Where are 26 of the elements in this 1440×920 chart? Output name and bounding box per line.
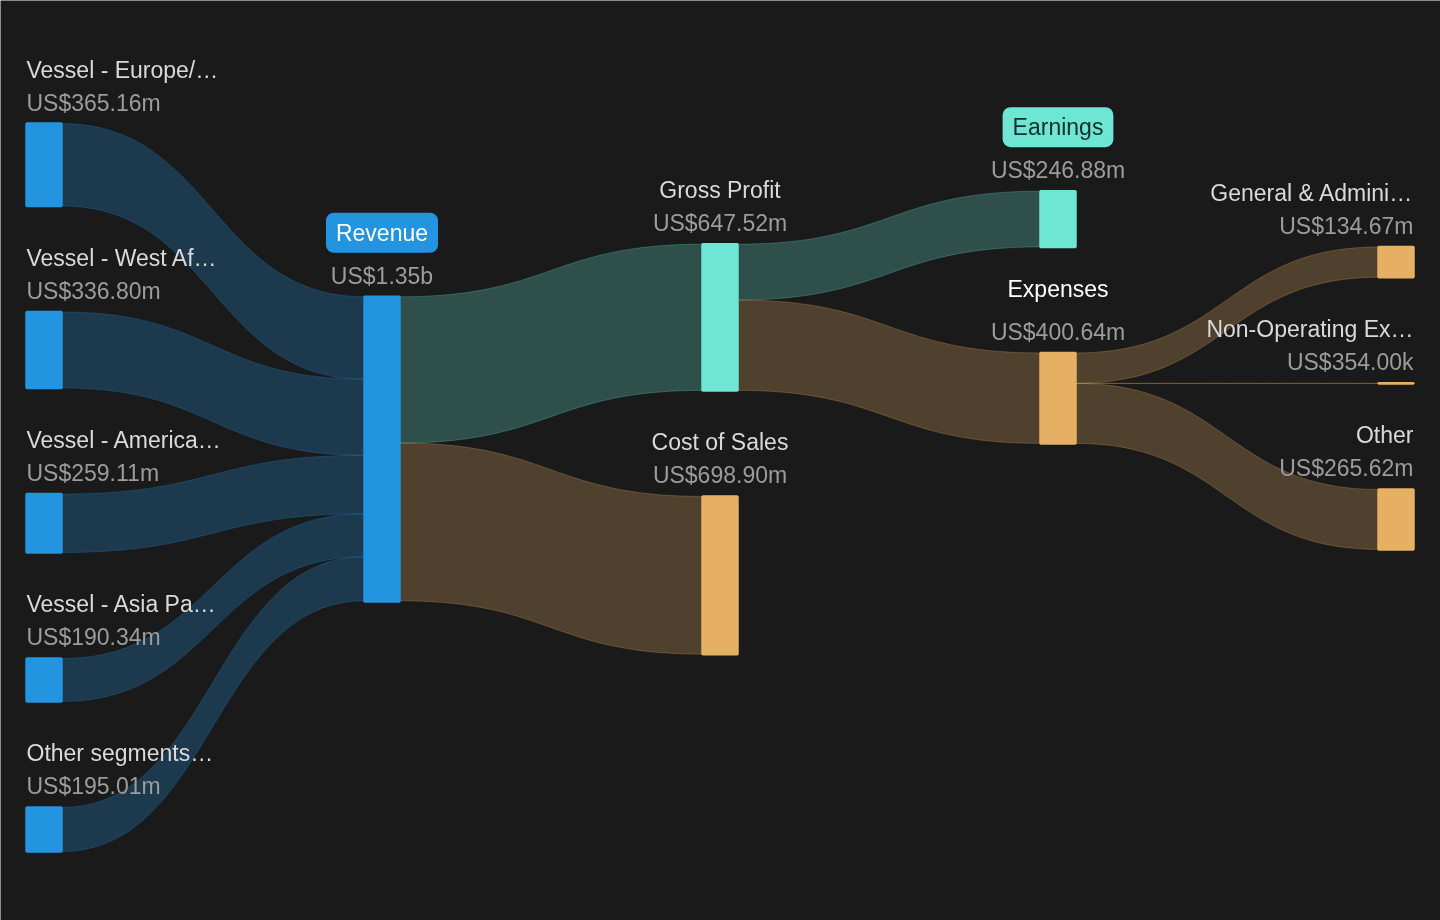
category-label: Vessel - America… <box>26 426 221 453</box>
data-label: US$647.52m <box>652 210 788 237</box>
category-label: Earnings <box>1012 114 1104 141</box>
category-label: Vessel - Asia Pa… <box>26 591 216 618</box>
data-label: US$698.90m <box>652 462 788 489</box>
category-label: Revenue <box>335 219 429 246</box>
category-label: Cost of Sales <box>651 429 789 456</box>
category-label: Other <box>1355 422 1414 449</box>
category-label: Other segments… <box>26 740 214 767</box>
category-label: Gross Profit <box>659 177 782 204</box>
category-label: Non-Operating Ex… <box>1206 316 1414 343</box>
data-label: US$134.67m <box>1279 212 1414 239</box>
data-label: US$265.62m <box>1279 455 1414 482</box>
data-label: US$400.64m <box>990 318 1126 345</box>
data-label: US$190.34m <box>26 624 161 651</box>
data-label: US$246.88m <box>990 157 1126 184</box>
data-label: US$354.00k <box>1286 349 1414 376</box>
data-label: US$365.16m <box>26 89 161 116</box>
data-label: US$259.11m <box>26 459 160 486</box>
category-label: General & Admini… <box>1210 179 1413 206</box>
category-label: Vessel - Europe/… <box>26 56 219 83</box>
data-label: US$195.01m <box>26 773 161 800</box>
category-label: Vessel - West Af… <box>26 244 217 271</box>
data-label: US$336.80m <box>26 277 161 304</box>
data-label: US$1.35b <box>330 262 434 289</box>
category-label: Expenses <box>1007 275 1109 302</box>
